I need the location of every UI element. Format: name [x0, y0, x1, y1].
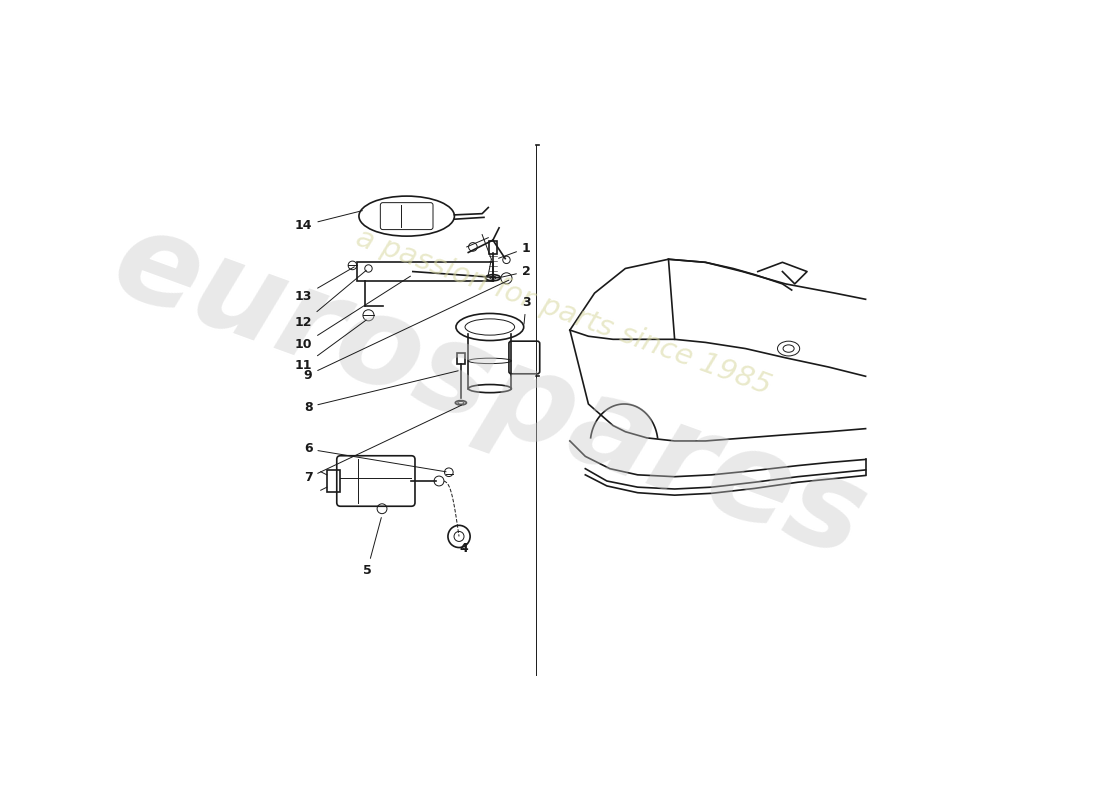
- Text: 10: 10: [295, 276, 410, 350]
- Text: 3: 3: [521, 296, 530, 324]
- Text: 14: 14: [295, 210, 362, 232]
- Text: eurospares: eurospares: [98, 200, 882, 584]
- Text: 5: 5: [363, 518, 382, 577]
- Text: a passion for parts since 1985: a passion for parts since 1985: [352, 223, 776, 400]
- Text: 7: 7: [304, 405, 461, 485]
- Text: 1: 1: [498, 242, 530, 258]
- Text: 2: 2: [502, 265, 530, 278]
- Text: 12: 12: [295, 270, 366, 329]
- Text: 9: 9: [304, 280, 509, 382]
- Text: 11: 11: [295, 320, 366, 372]
- Text: 6: 6: [304, 442, 447, 472]
- Text: 13: 13: [295, 266, 354, 302]
- Text: 8: 8: [304, 370, 459, 414]
- Text: 4: 4: [460, 542, 469, 555]
